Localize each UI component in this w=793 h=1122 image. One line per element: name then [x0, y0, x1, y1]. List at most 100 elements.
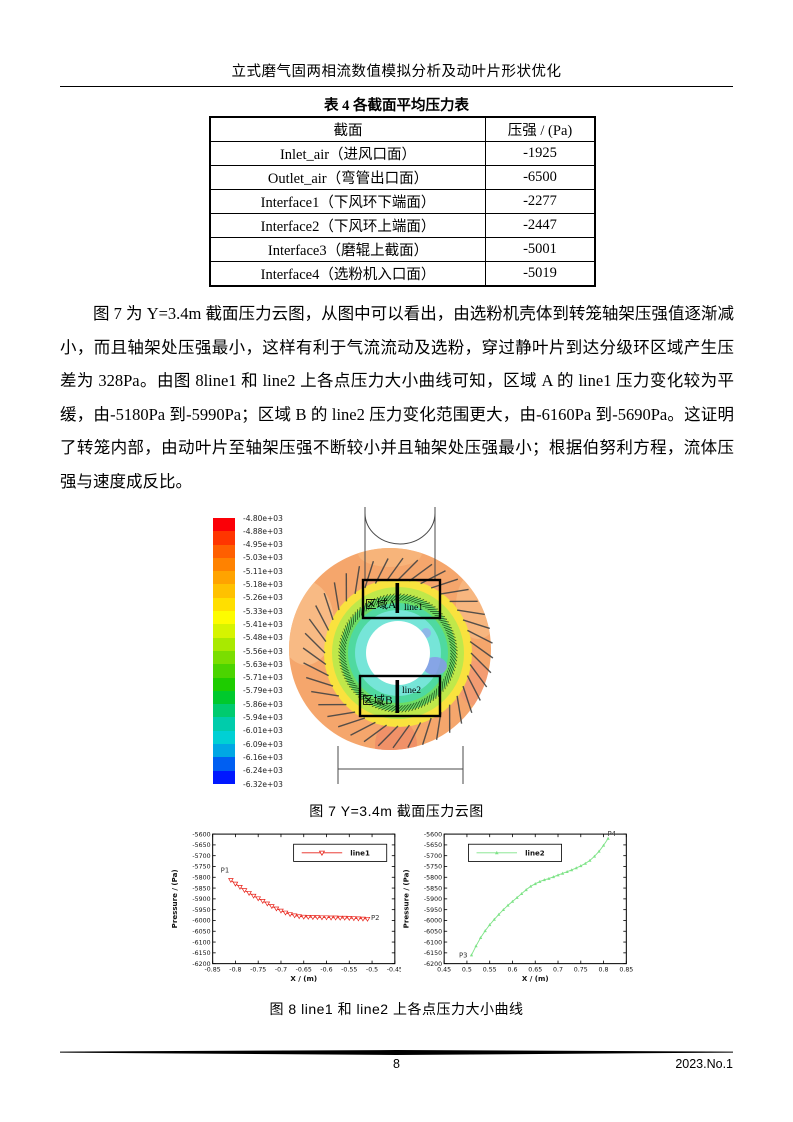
- svg-text:-6200: -6200: [192, 961, 210, 968]
- svg-text:-5650: -5650: [424, 842, 442, 849]
- svg-text:-0.85: -0.85: [205, 967, 221, 974]
- table-cell-pressure: -2277: [485, 189, 596, 214]
- table-cell-section: Interface3（磨辊上截面）: [209, 237, 486, 262]
- svg-text:-0.55: -0.55: [341, 967, 357, 974]
- svg-text:-0.65: -0.65: [296, 967, 312, 974]
- colorbar-segment: [213, 531, 235, 545]
- colorbar-segment: [213, 624, 235, 638]
- running-title: 立式磨气固两相流数值模拟分析及动叶片形状优化: [231, 64, 562, 80]
- colorbar-label: -5.56e+03: [243, 646, 283, 656]
- colorbar-segment: [213, 690, 235, 705]
- svg-text:-6050: -6050: [192, 928, 210, 935]
- colorbar: -4.80e+03 -4.88e+03 -4.95e+03 -5.03e+03 -5.1…: [213, 512, 323, 802]
- svg-text:0.5: 0.5: [462, 967, 472, 974]
- svg-text:line2: line2: [525, 848, 545, 857]
- colorbar-segment: [213, 730, 235, 745]
- colorbar-segment: [213, 597, 235, 612]
- colorbar-label: -5.18e+03: [243, 580, 283, 589]
- svg-text:0.75: 0.75: [574, 967, 588, 974]
- svg-text:P1: P1: [221, 867, 230, 875]
- colorbar-label: -5.26e+03: [243, 593, 283, 603]
- table-cell-pressure: -1925: [485, 141, 596, 166]
- svg-text:-6150: -6150: [192, 950, 210, 957]
- svg-text:0.45: 0.45: [437, 967, 451, 974]
- body-paragraph: 图 7 为 Y=3.4m 截面压力云图，从图中可以看出，由选粉机壳体到转笼轴架压…: [60, 304, 734, 491]
- colorbar-segment: [213, 770, 235, 784]
- colorbar-label: -5.33e+03: [243, 606, 283, 616]
- figure8-caption: 图 8 line1 和 line2 上各点压力大小曲线: [269, 1001, 524, 1017]
- table-row: Interface2（下风环上端面） -2447: [209, 213, 596, 238]
- svg-text:-5650: -5650: [192, 842, 210, 849]
- table-row: Interface1（下风环下端面） -2277: [209, 189, 596, 214]
- table-cell-section: Interface4（选粉机入口面）: [209, 261, 486, 287]
- svg-text:-6000: -6000: [192, 918, 210, 925]
- line1-probe: [395, 583, 400, 613]
- svg-text:-0.7: -0.7: [275, 967, 287, 974]
- colorbar-segment: [213, 571, 235, 585]
- table-cell-section: Inlet_air（进风口面）: [209, 141, 486, 166]
- svg-text:-6000: -6000: [424, 918, 442, 925]
- svg-text:-5950: -5950: [192, 907, 210, 914]
- table-caption: 表 4 各截面平均压力表: [324, 98, 469, 114]
- region-b-box: [358, 674, 442, 718]
- colorbar-segment: [213, 717, 235, 731]
- colorbar-label: -6.01e+03: [243, 726, 283, 736]
- svg-text:0.85: 0.85: [619, 967, 633, 974]
- colorbar-label: -4.80e+03: [243, 513, 283, 523]
- svg-text:-5700: -5700: [424, 853, 442, 860]
- table-row: Outlet_air（弯管出口面） -6500: [209, 165, 596, 190]
- svg-text:Pressure / (Pa): Pressure / (Pa): [170, 869, 179, 928]
- svg-text:-6050: -6050: [424, 928, 442, 935]
- geometry-outline: [337, 507, 464, 784]
- line2-label: line2: [402, 686, 421, 696]
- table-col-pressure: 压强 / (Pa): [485, 116, 596, 142]
- region-a-label: 区域A: [365, 598, 397, 611]
- table-cell-section: Outlet_air（弯管出口面）: [209, 165, 486, 190]
- table-col-section: 截面: [209, 116, 486, 142]
- colorbar-label: -4.95e+03: [243, 540, 283, 550]
- svg-text:-0.8: -0.8: [229, 967, 241, 974]
- svg-text:-5950: -5950: [424, 907, 442, 914]
- contour-blue-blob: [423, 657, 447, 675]
- colorbar-segment: [213, 544, 235, 558]
- colorbar-segment: [213, 637, 235, 651]
- colorbar-label: -6.16e+03: [243, 752, 283, 762]
- svg-text:-0.45: -0.45: [387, 967, 401, 974]
- table-cell-pressure: -2447: [485, 213, 596, 238]
- svg-text:-5700: -5700: [192, 853, 210, 860]
- colorbar-label: -5.94e+03: [243, 713, 283, 722]
- table-cell-section: Interface2（下风环上端面）: [209, 213, 486, 238]
- colorbar-label: -5.41e+03: [243, 619, 283, 629]
- svg-text:-5600: -5600: [192, 831, 210, 838]
- svg-text:-5750: -5750: [192, 864, 210, 871]
- figure7-caption: 图 7 Y=3.4m 截面压力云图: [309, 803, 484, 819]
- issue-label: 2023.No.1: [675, 1057, 733, 1071]
- colorbar-segment: [213, 664, 235, 678]
- colorbar-segment: [213, 584, 235, 598]
- svg-text:line1: line1: [350, 848, 370, 857]
- colorbar-segment: [213, 557, 235, 572]
- svg-text:-5900: -5900: [424, 896, 442, 903]
- region-b-label: 区域B: [362, 694, 393, 707]
- colorbar-label: -5.79e+03: [243, 686, 283, 696]
- region-a-box: [361, 578, 442, 620]
- outer-blades: [302, 557, 494, 749]
- line1-label: line1: [404, 603, 423, 613]
- colorbar-segment: [213, 704, 235, 718]
- svg-text:-5750: -5750: [424, 864, 442, 871]
- colorbar-segment: [213, 757, 235, 771]
- colorbar-segment: [213, 744, 235, 758]
- svg-text:-0.5: -0.5: [366, 967, 378, 974]
- pressure-table: 截面 压强 / (Pa) Inlet_air（进风口面） -1925 Outlet_…: [209, 116, 596, 287]
- svg-text:-5900: -5900: [192, 896, 210, 903]
- svg-text:0.65: 0.65: [528, 967, 542, 974]
- svg-text:-0.75: -0.75: [250, 967, 266, 974]
- colorbar-label: -4.88e+03: [243, 526, 283, 536]
- page-number: 8: [393, 1057, 400, 1071]
- svg-text:-6150: -6150: [424, 950, 442, 957]
- line2-probe: [395, 680, 400, 713]
- colorbar-segment: [213, 650, 235, 665]
- table-header-row: 截面 压强 / (Pa): [209, 116, 596, 142]
- colorbar-segment: [213, 677, 235, 691]
